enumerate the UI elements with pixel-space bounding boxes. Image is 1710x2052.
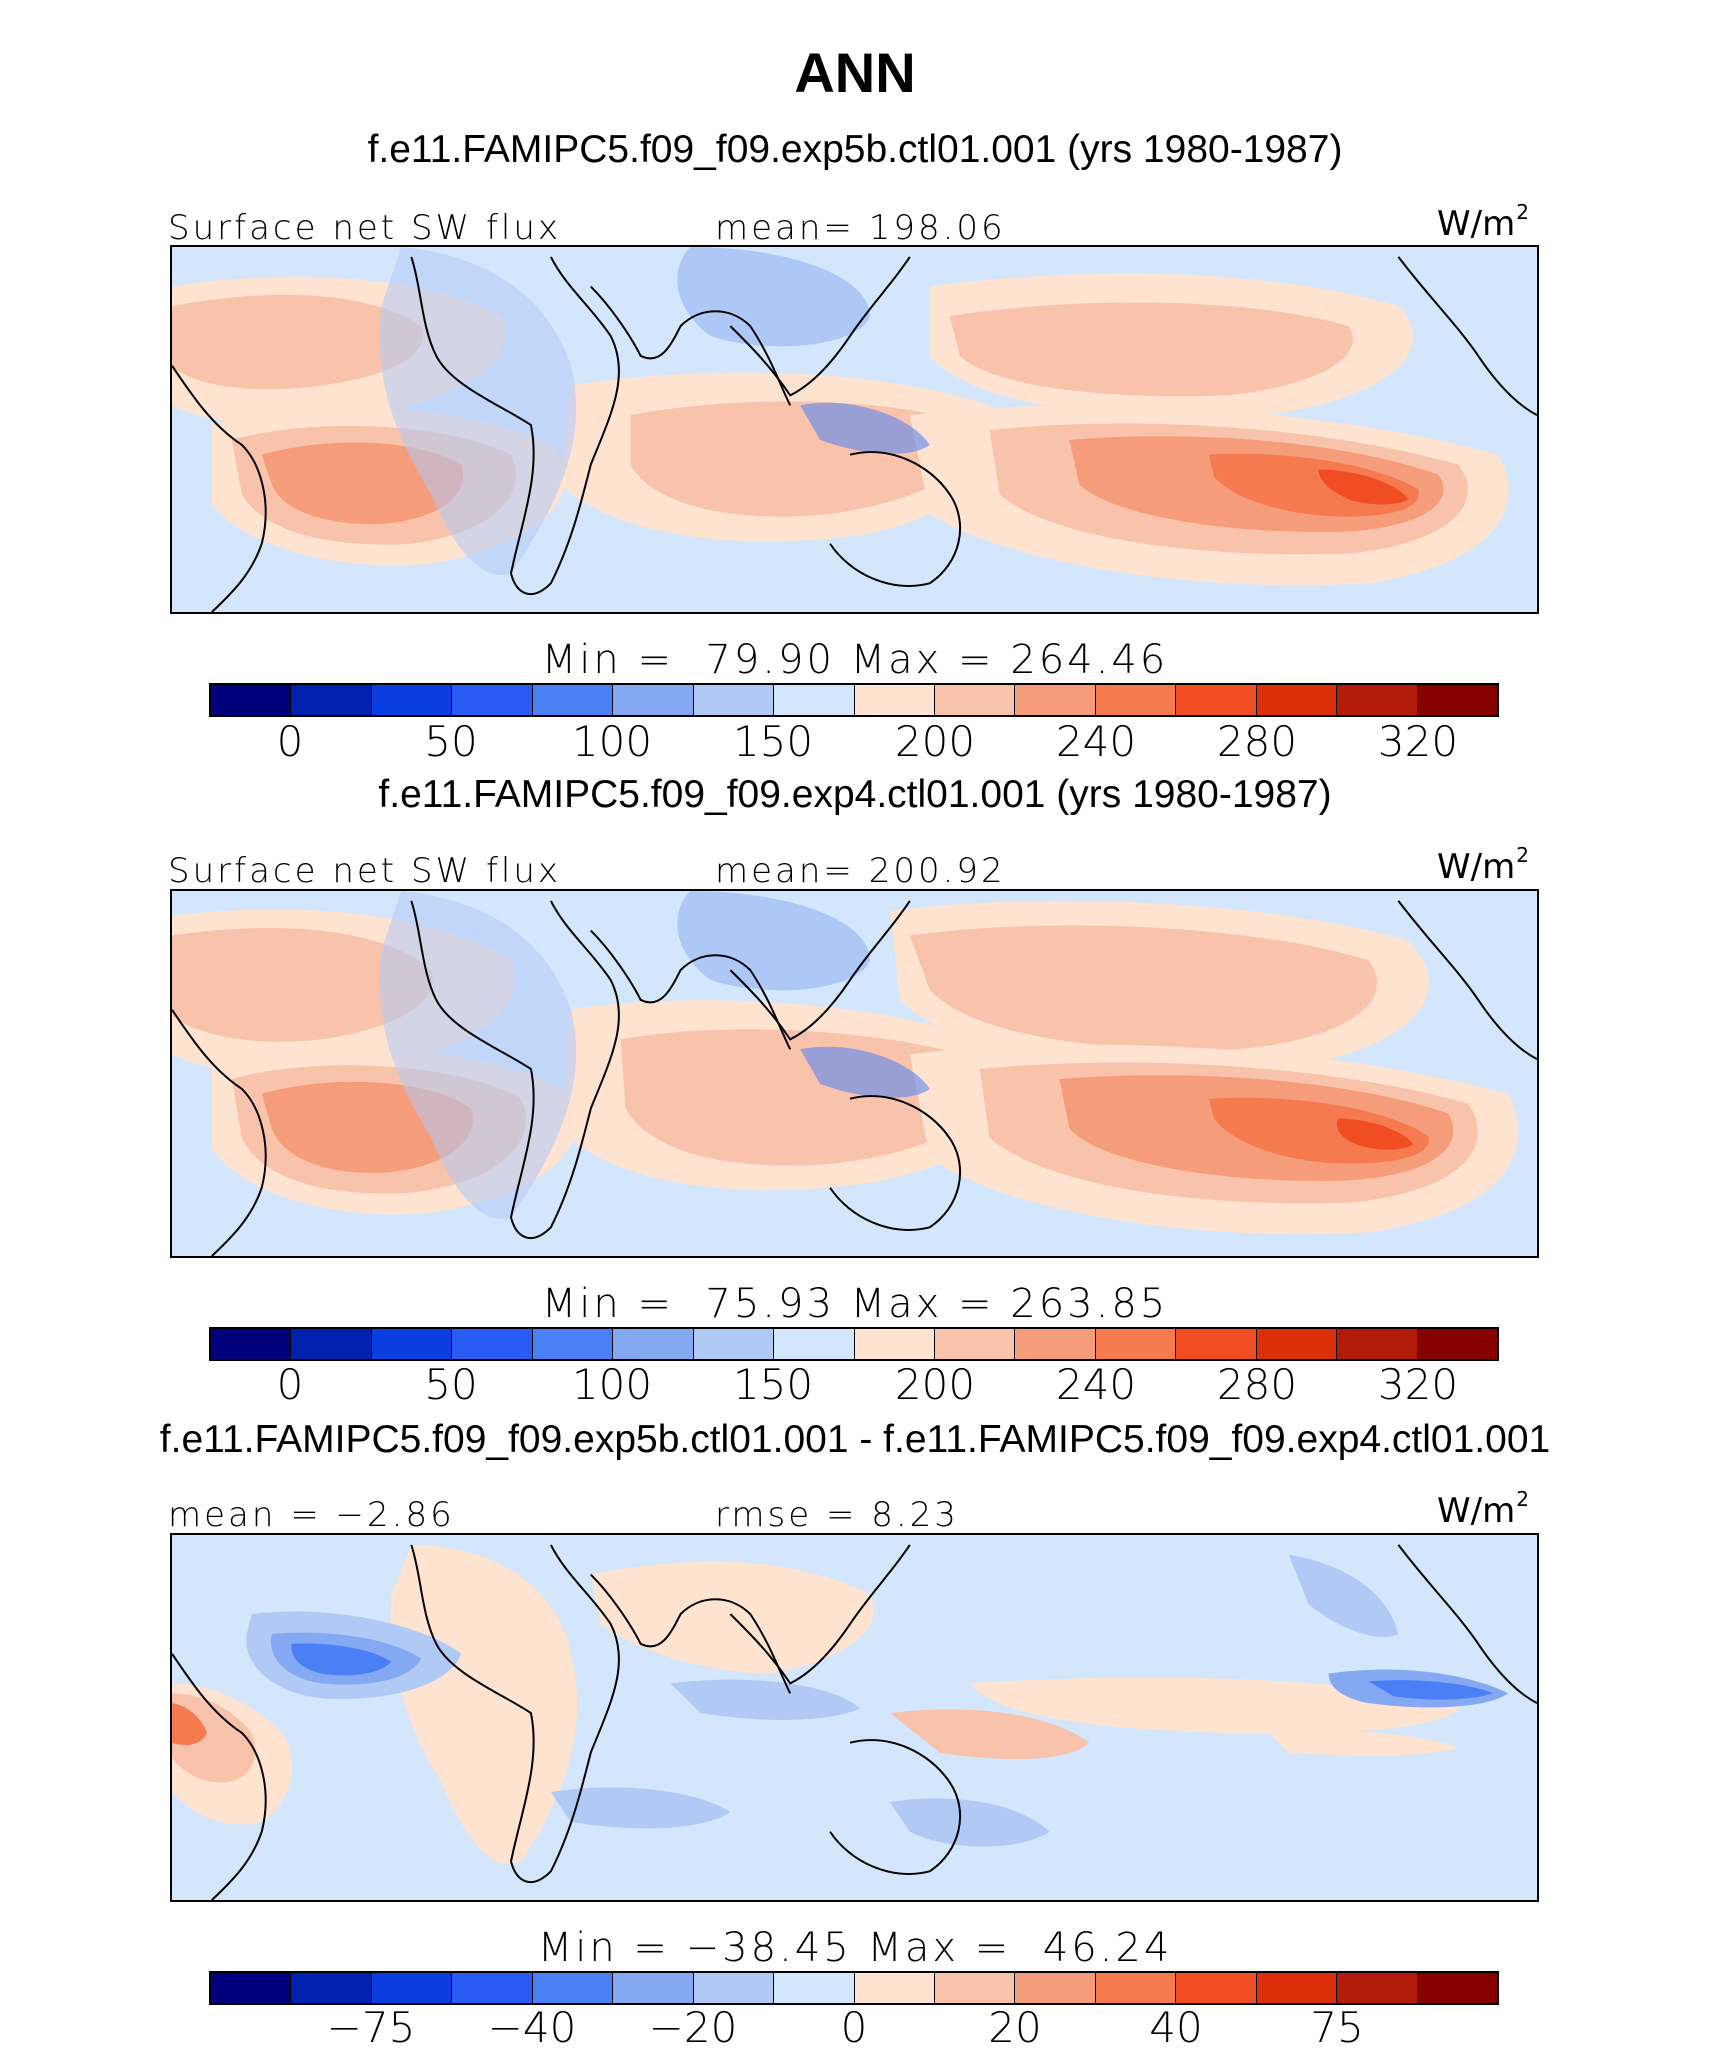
colorbar-cell <box>613 685 694 715</box>
panel-2-tick: 0 <box>276 1360 304 1409</box>
panel-3-map <box>170 1533 1539 1902</box>
panel-2-tick: 200 <box>894 1360 976 1409</box>
colorbar-cell <box>1176 685 1257 715</box>
panel-1-colorbar <box>209 683 1499 717</box>
panel-3-tick: 75 <box>1310 2003 1364 2052</box>
colorbar-cell <box>1095 685 1177 715</box>
colorbar-cell <box>371 685 453 715</box>
figure-title: ANN <box>794 41 916 104</box>
colorbar-cell <box>532 1329 614 1359</box>
panel-2-mean-label: mean= 200.92 <box>715 851 1006 891</box>
panel-1-map-svg <box>172 247 1537 612</box>
panel-1-minmax: Min = 79.90 Max = 264.46 <box>541 637 1169 683</box>
colorbar-cell <box>211 1973 292 2003</box>
colorbar-cell <box>854 1973 935 2003</box>
panel-2-minmax: Min = 75.93 Max = 263.85 <box>541 1281 1169 1327</box>
colorbar-cell <box>1015 1973 1096 2003</box>
colorbar-cell <box>1015 685 1096 715</box>
colorbar-cell <box>532 685 614 715</box>
colorbar-cell <box>1256 685 1338 715</box>
panel-1-tick: 280 <box>1216 717 1298 766</box>
panel-3-mean-label: mean = −2.86 <box>168 1495 455 1535</box>
colorbar-cell <box>774 1973 855 2003</box>
colorbar-cell <box>1417 685 1497 715</box>
panel-3-tick: −75 <box>326 2003 416 2052</box>
panel-2-variable-label: Surface net SW flux <box>168 851 562 891</box>
colorbar-cell <box>1176 1329 1257 1359</box>
colorbar-cell <box>452 1329 533 1359</box>
colorbar-cell <box>1176 1973 1257 2003</box>
colorbar-cell <box>371 1973 453 2003</box>
panel-2-tick: 320 <box>1377 1360 1459 1409</box>
colorbar-cell <box>693 1973 775 2003</box>
colorbar-cell <box>854 1329 935 1359</box>
colorbar-cell <box>1337 1973 1418 2003</box>
colorbar-cell <box>854 685 935 715</box>
colorbar-cell <box>1337 1329 1418 1359</box>
panel-3-tick: 40 <box>1149 2003 1203 2052</box>
panel-3-minmax: Min = −38.45 Max = 46.24 <box>537 1925 1173 1971</box>
colorbar-cell <box>613 1329 694 1359</box>
panel-2-tick: 50 <box>424 1360 478 1409</box>
colorbar-cell <box>291 1973 372 2003</box>
panel-1-variable-label: Surface net SW flux <box>168 208 562 248</box>
panel-1-tick: 50 <box>424 717 478 766</box>
colorbar-cell <box>452 1973 533 2003</box>
panel-3-units: W/m2 <box>1437 1487 1529 1531</box>
colorbar-cell <box>1095 1973 1177 2003</box>
colorbar-cell <box>1337 685 1418 715</box>
colorbar-cell <box>1095 1329 1177 1359</box>
colorbar-cell <box>934 1329 1016 1359</box>
colorbar-cell <box>1015 1329 1096 1359</box>
colorbar-cell <box>1256 1329 1338 1359</box>
panel-1-tick: 320 <box>1377 717 1459 766</box>
panel-2-map-svg <box>172 891 1537 1256</box>
colorbar-cell <box>291 1329 372 1359</box>
panel-2-map <box>170 889 1539 1258</box>
panel-1-tick: 150 <box>732 717 814 766</box>
panel-3-colorbar <box>209 1971 1499 2005</box>
colorbar-cell <box>774 1329 855 1359</box>
colorbar-cell <box>934 685 1016 715</box>
colorbar-cell <box>774 685 855 715</box>
panel-3-tick: −20 <box>648 2003 738 2052</box>
colorbar-cell <box>371 1329 453 1359</box>
panel-2-case-title: f.e11.FAMIPC5.f09_f09.exp4.ctl01.001 (yr… <box>378 773 1332 816</box>
colorbar-cell <box>291 685 372 715</box>
colorbar-cell <box>532 1973 614 2003</box>
colorbar-cell <box>693 685 775 715</box>
panel-1-mean-label: mean= 198.06 <box>715 208 1006 248</box>
panel-1-case-title: f.e11.FAMIPC5.f09_f09.exp5b.ctl01.001 (y… <box>367 128 1343 171</box>
panel-3-tick: −40 <box>487 2003 577 2052</box>
colorbar-cell <box>1417 1973 1497 2003</box>
panel-3-tick: 20 <box>988 2003 1042 2052</box>
panel-2-tick: 100 <box>571 1360 653 1409</box>
panel-1-tick: 100 <box>571 717 653 766</box>
panel-2-tick: 280 <box>1216 1360 1298 1409</box>
panel-3-map-svg <box>172 1535 1537 1900</box>
colorbar-cell <box>1417 1329 1497 1359</box>
panel-1-tick: 0 <box>276 717 304 766</box>
panel-3-tick: 0 <box>840 2003 868 2052</box>
panel-2-units: W/m2 <box>1437 843 1529 887</box>
colorbar-cell <box>613 1973 694 2003</box>
colorbar-cell <box>693 1329 775 1359</box>
panel-1-map <box>170 245 1539 614</box>
colorbar-cell <box>1256 1973 1338 2003</box>
panel-2-tick: 240 <box>1055 1360 1137 1409</box>
panel-1-tick: 240 <box>1055 717 1137 766</box>
panel-3-case-title: f.e11.FAMIPC5.f09_f09.exp5b.ctl01.001 - … <box>159 1418 1551 1461</box>
colorbar-cell <box>934 1973 1016 2003</box>
panel-3-rmse-label: rmse = 8.23 <box>715 1495 959 1535</box>
panel-2-colorbar <box>209 1327 1499 1361</box>
panel-1-tick: 200 <box>894 717 976 766</box>
colorbar-cell <box>452 685 533 715</box>
panel-1-units: W/m2 <box>1437 200 1529 244</box>
panel-2-tick: 150 <box>732 1360 814 1409</box>
colorbar-cell <box>211 685 292 715</box>
colorbar-cell <box>211 1329 292 1359</box>
